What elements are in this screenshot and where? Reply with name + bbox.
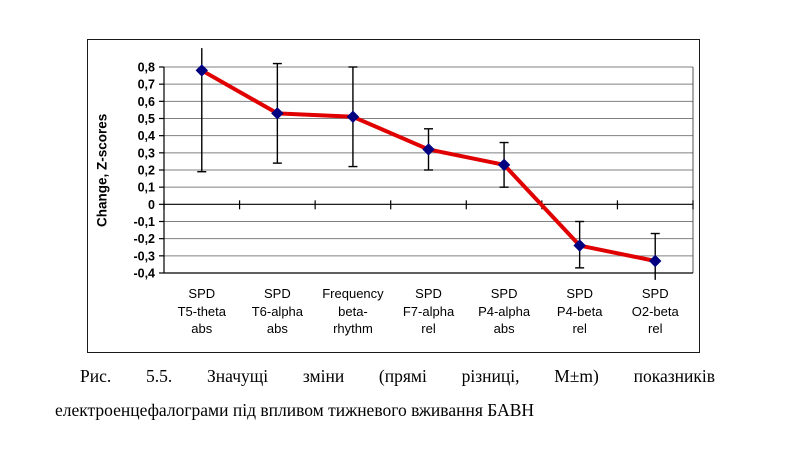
y-tick-label: 0,2 bbox=[138, 164, 155, 178]
x-category-label-line: abs bbox=[266, 321, 288, 336]
figure-caption: Рис. 5.5. Значущі зміни (прямі різниці, … bbox=[55, 366, 715, 421]
eeg-change-chart: Change, Z-scores 0,8 0,7 0,6 0,5 0,4 0,3 0,2 0,… bbox=[87, 39, 700, 353]
x-category-label-line: abs bbox=[493, 321, 515, 336]
data-marker bbox=[497, 158, 511, 172]
x-category-label: SPD P4-alpha abs bbox=[466, 285, 542, 338]
data-marker bbox=[649, 254, 662, 268]
y-tick-label: -0,1 bbox=[133, 215, 155, 229]
x-category-label: Frequency beta-rhythm bbox=[315, 285, 391, 338]
y-tick-label: 0,1 bbox=[138, 181, 155, 195]
x-category-label-line: O2-beta bbox=[631, 303, 679, 319]
x-category-label-line: SPD bbox=[415, 286, 442, 301]
y-tick-label: 0,4 bbox=[138, 129, 155, 143]
data-marker bbox=[195, 64, 208, 77]
x-category-label-line: T6-alpha bbox=[251, 303, 304, 319]
x-category-label-line: SPD bbox=[490, 286, 518, 301]
y-tick-label: -0,4 bbox=[133, 267, 155, 281]
data-marker bbox=[346, 110, 360, 123]
caption-line-1: Рис. 5.5. Значущі зміни (прямі різниці, … bbox=[80, 366, 715, 386]
y-tick-label: -0,2 bbox=[133, 232, 155, 246]
x-category-label-line: SPD bbox=[566, 286, 594, 301]
x-category-label-line: Frequency bbox=[322, 286, 384, 301]
x-category-label-line: SPD bbox=[188, 286, 216, 301]
x-category-label-line: rel bbox=[572, 321, 587, 336]
x-category-label: SPD P4-beta rel bbox=[542, 285, 618, 338]
x-category-label: SPD T6-alpha abs bbox=[240, 285, 316, 338]
x-category-label-line: rel bbox=[648, 321, 663, 336]
x-category-label: SPD F7-alpha rel bbox=[391, 285, 467, 338]
y-tick-label: 0,7 bbox=[138, 78, 155, 92]
plot-area: 0,8 0,7 0,6 0,5 0,4 0,3 0,2 0,1 0 -0,1 -0,2 -0,3 -0,… bbox=[133, 48, 694, 281]
data-marker bbox=[422, 143, 435, 156]
y-tick-label: -0,3 bbox=[133, 249, 155, 263]
x-category-label-line: SPD bbox=[264, 286, 291, 301]
y-tick-label: 0,6 bbox=[138, 95, 155, 109]
x-category-label-line: beta- bbox=[338, 303, 368, 319]
x-category-label-line: SPD bbox=[641, 286, 669, 301]
x-category-label-line: abs bbox=[191, 321, 213, 336]
data-marker bbox=[271, 107, 284, 120]
y-tick-label: 0,5 bbox=[138, 112, 155, 126]
y-tick-label: 0,8 bbox=[138, 61, 155, 75]
data-marker bbox=[573, 239, 586, 252]
x-category-label-line: T5-theta bbox=[177, 303, 226, 319]
x-category-label: SPD T5-theta abs bbox=[164, 285, 240, 338]
x-category-label: SPD O2-beta rel bbox=[617, 285, 693, 338]
x-category-label-line: F7-alpha bbox=[402, 303, 455, 319]
x-category-label-line: rel bbox=[421, 321, 436, 336]
y-tick-label: 0 bbox=[148, 198, 155, 212]
x-category-label-line: rhythm bbox=[333, 321, 373, 336]
caption-line-2: електроенцефалограми під впливом тижнево… bbox=[55, 400, 535, 420]
x-category-label-line: P4-alpha bbox=[478, 303, 531, 319]
y-tick-label: 0,3 bbox=[138, 146, 155, 160]
x-axis-labels: SPD T5-theta abs SPD T6-alpha abs Frequency bet… bbox=[164, 285, 693, 338]
x-category-label-line: P4-beta bbox=[556, 303, 603, 319]
